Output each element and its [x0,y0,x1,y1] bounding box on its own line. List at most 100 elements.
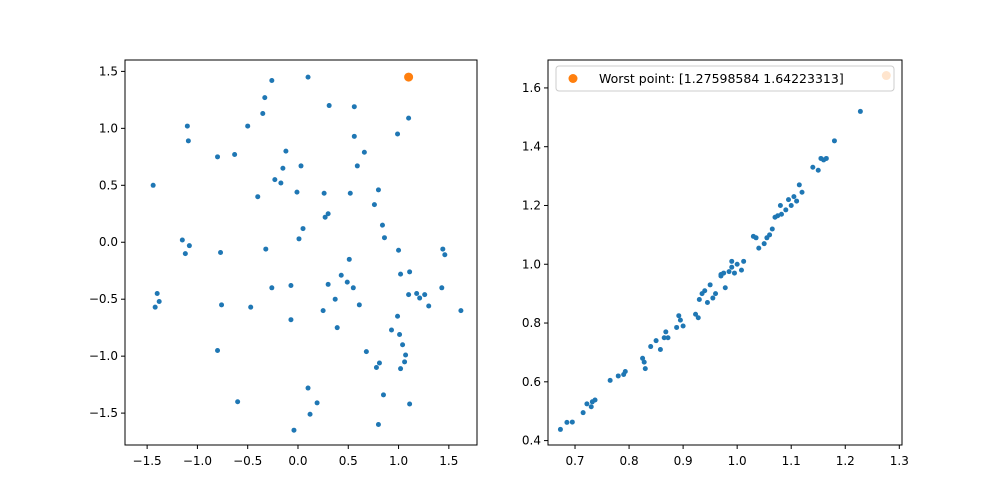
data-point [262,95,268,101]
data-point [154,291,160,297]
data-point [823,155,829,161]
data-point [395,131,401,137]
data-point [769,226,775,232]
data-point [407,269,413,275]
y-tick-label: 0.0 [99,235,118,249]
data-point [298,163,304,169]
data-point [783,207,789,213]
data-point [718,273,724,279]
data-point [278,180,284,186]
y-tick-label: 1.0 [522,257,541,271]
y-tick-label: 0.4 [522,434,541,448]
worst-point [404,72,414,82]
data-point [676,313,682,319]
data-point [402,359,408,365]
data-point [397,332,403,338]
data-point [215,154,221,160]
data-point [831,138,837,144]
data-point [580,410,586,416]
right-axes-frame [547,59,903,446]
data-point [375,422,381,427]
data-point [248,304,254,310]
data-point [607,377,613,383]
data-point [185,138,191,144]
data-point [702,288,708,294]
left-axes-frame [124,59,478,446]
data-point [321,190,327,196]
data-point [734,261,740,267]
data-point [786,197,791,203]
data-point [622,369,628,375]
data-point [395,313,401,319]
data-point [245,123,251,129]
data-point [693,311,699,317]
data-point [182,251,188,257]
data-point [332,296,338,302]
data-point [263,246,269,252]
data-point [389,327,395,333]
y-tick-label: 0.6 [522,375,541,389]
data-point [396,247,402,253]
data-point [569,419,575,425]
data-point [777,202,783,208]
data-point [356,302,362,308]
data-point [663,329,669,335]
data-point [696,297,702,303]
data-point [729,264,735,270]
data-point [557,426,563,432]
data-point [354,163,360,169]
data-point [640,355,646,361]
data-point [406,292,412,298]
data-point [219,302,225,308]
left-plot-area [125,60,477,445]
data-point [592,397,598,403]
legend: Worst point: [1.27598584 1.64223313] [555,65,895,92]
data-point [305,385,311,391]
data-point [665,335,671,341]
x-tick-label: −1.5 [133,454,162,468]
data-point [381,235,387,241]
x-tick-label: 0.9 [674,454,693,468]
data-point [269,285,275,291]
data-point [661,335,667,341]
data-point [406,115,412,121]
data-point [439,285,445,291]
data-point [641,359,647,365]
data-point [150,182,156,188]
data-point [184,123,190,129]
data-point [788,202,794,208]
x-tick-label: 1.0 [728,454,747,468]
y-tick-label: −1.5 [89,406,118,420]
data-point [417,295,423,301]
data-point [799,189,805,195]
y-tick-label: −0.5 [89,292,118,306]
y-tick-label: 1.0 [99,121,118,135]
data-point [731,270,737,276]
data-point [218,250,224,255]
data-point [584,401,590,407]
x-tick-label: 0.0 [288,454,307,468]
data-point [440,246,446,252]
data-point [653,338,659,344]
data-point [300,226,306,232]
data-point [296,236,302,242]
data-point [305,74,311,80]
data-point [314,400,320,406]
data-point [564,419,570,425]
data-point [363,349,369,355]
right-points [557,71,891,432]
data-point [761,241,767,247]
x-tick-label: 0.7 [565,454,584,468]
data-point [738,267,744,273]
data-point [815,167,821,173]
data-point [680,323,686,329]
data-point [791,194,797,200]
data-point [810,164,816,170]
legend-box [555,65,895,92]
data-point [648,344,654,350]
x-tick-label: 1.5 [439,454,458,468]
data-point [729,258,735,264]
data-point [307,411,313,417]
data-point [414,291,420,297]
